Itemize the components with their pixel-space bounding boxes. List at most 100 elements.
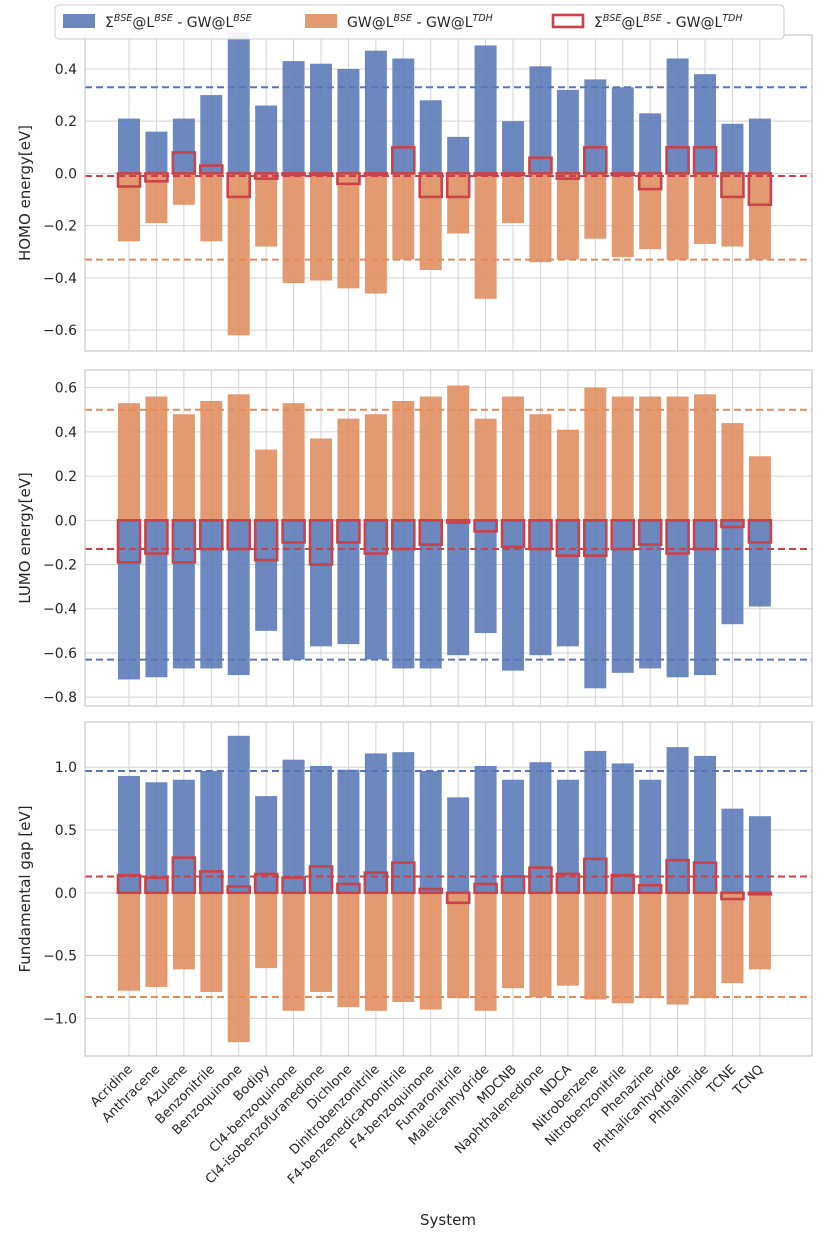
bar-series-3	[637, 519, 663, 546]
y-tick-label: 1.0	[55, 760, 77, 776]
bar-series-1	[694, 755, 717, 893]
bar-series-3	[445, 519, 471, 524]
bar-series-3	[390, 519, 416, 551]
bar-series-1	[447, 797, 470, 893]
bar-series-2	[364, 892, 387, 1011]
y-tick-label: 0.2	[55, 114, 77, 130]
bar-series-1	[310, 63, 333, 174]
bar-series-3	[583, 519, 608, 557]
bar-series-3	[171, 151, 197, 175]
bar-series-1	[310, 520, 333, 647]
bar-series-1	[502, 520, 525, 671]
bar-series-2	[227, 394, 250, 521]
bar-series-3	[281, 172, 306, 177]
bar-series-3	[473, 519, 498, 533]
bar-series-3	[226, 519, 252, 551]
y-tick-label: −0.5	[43, 949, 77, 965]
bar-series-1	[227, 520, 250, 676]
bar-series-2	[337, 418, 360, 521]
bar-series-2	[419, 396, 442, 521]
bar-series-1	[145, 131, 168, 174]
bar-series-1	[474, 765, 497, 893]
bar-series-2	[611, 173, 634, 257]
bar-series-3	[610, 519, 636, 551]
bar-series-1	[584, 750, 607, 893]
bar-series-2	[200, 400, 223, 521]
bar-series-1	[721, 520, 744, 625]
bar-series-3	[281, 519, 306, 544]
bar-series-2	[310, 438, 333, 521]
bar-series-1	[145, 520, 168, 678]
legend-label-1: ΣBSE​@LBSE​ - GW@LBSE​	[105, 13, 252, 31]
bar-series-3	[144, 172, 169, 183]
y-tick-label: 0.0	[55, 513, 77, 529]
bar-series-2	[282, 173, 305, 284]
legend-label-3: ΣBSE​@LBSE​ - GW@LTDH​	[594, 13, 743, 31]
bar-series-2	[310, 892, 333, 992]
bar-series-1	[282, 61, 305, 174]
panel-1: −0.6 −0.4 −0.2 0.0 0.2 0.4 HOMO energy[eV]	[16, 32, 813, 352]
legend-label-2: GW@LBSE​ - GW@LTDH​	[347, 13, 493, 31]
bar-series-1	[200, 520, 223, 669]
bar-series-1	[172, 779, 195, 893]
bar-series-3	[473, 882, 498, 895]
bar-series-1	[364, 50, 387, 174]
bar-series-2	[474, 892, 497, 1011]
bar-series-2	[310, 173, 333, 281]
bar-series-3	[555, 172, 581, 180]
bar-series-2	[611, 396, 634, 521]
bar-series-2	[748, 456, 771, 521]
bar-series-3	[198, 870, 224, 895]
panel-3: −1.0 −0.5 0.0 0.5 1.0 Fundamental gap [eV]	[16, 721, 813, 1057]
bar-series-2	[529, 414, 552, 521]
bar-series-2	[721, 173, 744, 247]
bar-series-1	[611, 763, 634, 893]
x-category-labels: AcridineAnthraceneAzuleneBenzonitrileBen…	[88, 1062, 767, 1187]
bar-series-1	[748, 816, 771, 893]
bar-series-3	[171, 519, 197, 564]
bar-series-2	[666, 396, 689, 521]
bar-series-2	[200, 173, 223, 242]
bar-series-2	[145, 892, 168, 987]
bar-series-2	[529, 892, 552, 997]
bar-series-3	[665, 858, 690, 895]
bar-series-3	[500, 875, 526, 895]
bar-series-3	[747, 519, 773, 544]
bar-series-1	[255, 796, 278, 893]
y-tick-label: −0.2	[43, 558, 77, 574]
bar-series-2	[337, 173, 360, 289]
axes-frame	[84, 369, 813, 707]
x-tick-label: TCNQ	[730, 1062, 767, 1099]
legend-swatch-2	[305, 14, 337, 28]
bar-series-3	[665, 145, 690, 175]
bar-series-3	[226, 172, 252, 199]
bar-series-1	[337, 520, 360, 645]
bar-series-3	[610, 172, 636, 177]
bar-series-1	[392, 752, 415, 893]
bar-series-1	[419, 770, 442, 893]
axes-frame	[84, 721, 813, 1057]
bar-series-2	[694, 892, 717, 999]
bar-series-3	[418, 887, 444, 895]
bar-series-2	[721, 892, 744, 984]
bar-series-1	[447, 520, 470, 656]
bar-series-1	[556, 779, 579, 893]
bar-series-3	[747, 891, 773, 896]
bar-series-2	[502, 396, 525, 521]
bar-series-3	[336, 519, 361, 544]
bar-series-1	[666, 520, 689, 678]
y-tick-label: 0.0	[55, 886, 77, 902]
bar-series-3	[528, 866, 553, 895]
bar-series-3	[747, 172, 773, 207]
bar-series-3	[445, 172, 471, 199]
bar-series-2	[447, 385, 470, 521]
bar-series-1	[639, 113, 662, 174]
bar-series-1	[748, 118, 771, 174]
bar-series-2	[282, 403, 305, 521]
y-axis-label: Fundamental gap [eV]	[16, 805, 34, 972]
bar-series-2	[364, 414, 387, 521]
bar-series-1	[227, 735, 250, 893]
bar-series-2	[200, 892, 223, 992]
bar-series-2	[584, 173, 607, 239]
bar-series-3	[198, 164, 224, 175]
